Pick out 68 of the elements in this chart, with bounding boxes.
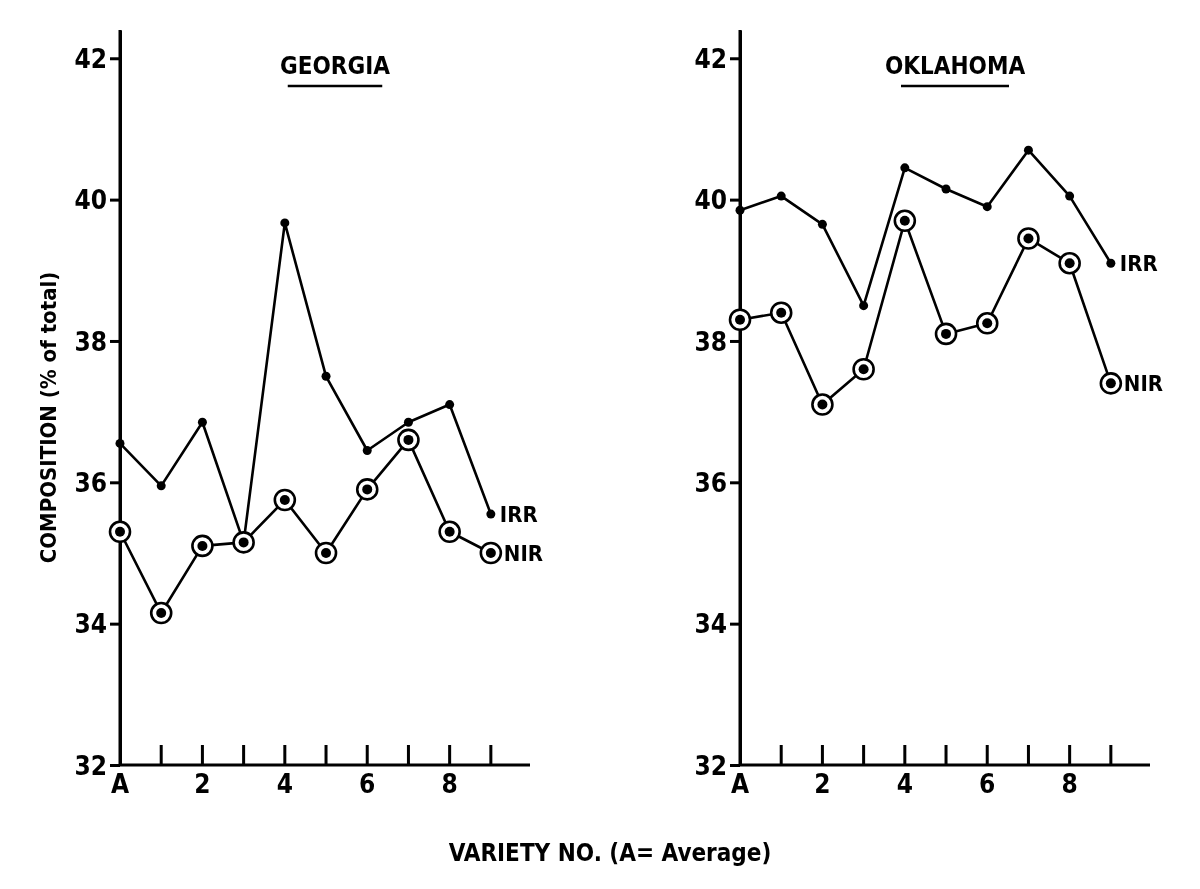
y-tick-label: 38 [694,326,727,357]
point [280,218,290,228]
x-tick-label: 2 [194,769,211,799]
series-label: IRR [1119,251,1158,277]
x-tick-label: 2 [814,769,831,799]
point [776,191,786,201]
point [479,541,503,565]
point [1106,258,1116,268]
point [728,308,752,332]
point [362,446,372,456]
point [934,322,958,346]
point [445,400,455,410]
point [1058,251,1081,275]
point [108,520,132,544]
x-tick-label: 6 [359,769,376,799]
point [486,509,496,519]
point [314,541,338,565]
y-tick-label: 34 [74,609,107,640]
point [397,428,420,452]
x-tick-label: A [730,769,750,799]
point [975,311,999,335]
y-tick-label: 34 [694,609,727,640]
x-tick-label: A [110,769,130,799]
series-label: IRR [499,502,538,528]
point [197,417,207,427]
x-tick-label: 4 [276,769,293,799]
point [852,357,875,381]
point [982,202,992,212]
point [735,205,745,215]
point [156,481,166,491]
point [321,371,331,381]
point [355,478,379,501]
point [817,219,827,229]
point [941,184,951,194]
x-tick-label: 6 [979,769,996,799]
point [149,601,173,625]
x-tick-label: 8 [1061,769,1078,799]
point [769,301,793,324]
point [900,163,910,173]
y-tick-label: 36 [694,467,727,498]
x-axis-title: VARIETY NO. (A= Average) [448,839,772,867]
y-tick-label: 42 [694,43,727,74]
y-tick-label: 32 [74,750,107,781]
series-label: NIR [1123,371,1164,397]
point [273,488,297,512]
point [438,520,461,544]
point [403,417,413,427]
point [859,301,869,311]
y-tick-label: 38 [74,326,107,357]
y-tick-label: 36 [74,467,107,498]
point [115,438,125,448]
point [1023,145,1033,155]
point [1017,227,1040,250]
point [1065,191,1075,201]
point [893,209,917,233]
y-tick-label: 42 [74,43,107,74]
y-tick-label: 40 [74,185,107,216]
y-tick-label: 40 [694,185,727,216]
x-tick-label: 4 [896,769,913,799]
point [191,534,214,558]
y-tick-label: 32 [694,750,727,781]
text: GEORGIA [280,52,391,80]
text: OKLAHOMA [884,52,1026,80]
series-label: NIR [503,540,544,566]
y-axis-title: COMPOSITION (% of total) [36,271,61,564]
point [1099,372,1123,395]
point [811,393,834,416]
x-tick-label: 8 [441,769,458,799]
